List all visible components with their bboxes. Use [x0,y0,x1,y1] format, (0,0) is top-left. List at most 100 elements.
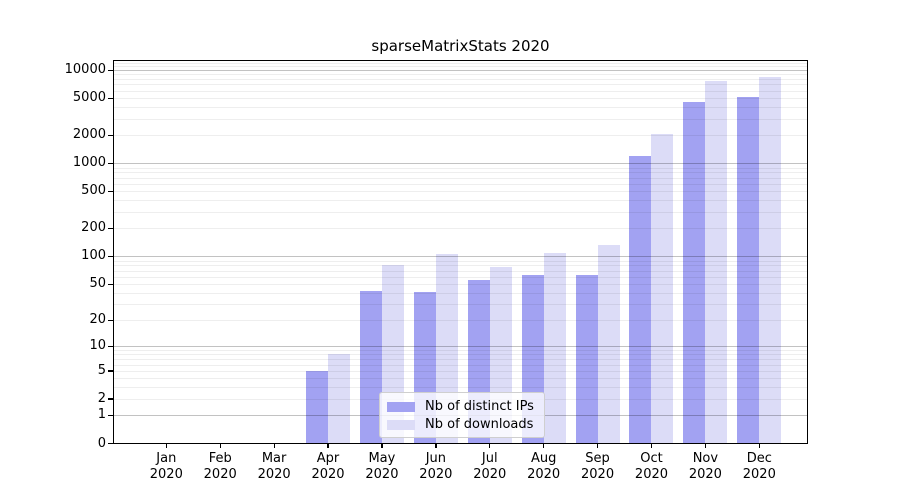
x-tick-label-apr: Apr 2020 [311,450,345,483]
bar-dec-ips [737,97,760,444]
x-tick-label-jun: Jun 2020 [419,450,453,483]
x-tick-mark [543,443,545,448]
gridline-minor [113,228,808,230]
gridline-minor [113,292,808,294]
x-tick-label-mar: Mar 2020 [257,450,291,483]
legend-label-downloads: Nb of downloads [425,417,534,432]
x-tick-mark [758,443,760,448]
x-tick-mark [596,443,599,448]
bar-aug-downloads [543,252,566,444]
gridline-minor [113,320,808,322]
bar-apr-ips [306,370,329,444]
y-tick-label: 100 [81,248,106,264]
y-tick-label: 0 [97,435,106,451]
x-tick-label-jul: Jul 2020 [473,450,507,483]
bar-may-ips [359,290,382,444]
gridline-minor [113,200,808,202]
gridline-major [113,256,808,258]
x-tick-mark [650,443,653,448]
gridline-minor [113,172,808,174]
x-tick-label-may: May 2020 [365,450,399,483]
gridline-minor [113,364,808,366]
x-tick-mark [327,443,329,448]
gridline-minor [113,370,808,372]
gridline-minor [113,359,808,361]
gridline-minor [113,66,808,68]
bar-nov-downloads [705,81,728,444]
legend-swatch-distinct-ips [387,401,415,412]
y-tick-label: 1000 [72,155,106,171]
gridline-minor [113,118,808,120]
gridline-minor [113,284,808,286]
y-tick-mark [108,227,113,230]
x-tick-mark [435,443,437,448]
gridline-minor [113,62,808,64]
legend-label-distinct-ips: Nb of distinct IPs [425,399,534,414]
legend-item-downloads: Nb of downloads [387,416,537,433]
x-tick-label-jan: Jan 2020 [149,450,183,483]
y-tick-mark [108,345,113,348]
x-tick-label-nov: Nov 2020 [688,450,722,483]
y-tick-label: 10000 [64,62,106,77]
y-tick-mark [108,134,113,137]
gridline-minor [113,354,808,356]
gridline-minor [113,378,808,380]
x-tick-mark [165,443,167,448]
x-tick-label-oct: Oct 2020 [634,450,669,483]
y-tick-label: 5 [97,362,106,378]
y-tick-mark [108,69,113,71]
gridline-major [113,346,808,348]
y-tick-mark [108,190,113,193]
x-tick-label-dec: Dec 2020 [742,450,776,483]
bar-oct-ips [629,155,652,444]
gridline-minor [113,90,808,92]
legend: Nb of distinct IPs Nb of downloads [379,392,545,438]
x-tick-mark [219,443,221,448]
gridline-minor [113,184,808,186]
x-tick-mark [704,443,707,448]
y-tick-label: 5000 [72,90,106,106]
gridline-minor [113,350,808,352]
gridline-minor [113,107,808,109]
gridline-minor [113,212,808,214]
gridline-major [113,70,808,71]
bar-oct-downloads [651,134,674,444]
legend-item-distinct-ips: Nb of distinct IPs [387,398,537,415]
y-tick-label: 2 [97,390,106,406]
y-tick-mark [108,162,113,165]
x-tick-mark [273,443,275,448]
gridline-minor [113,265,808,267]
gridline-minor [113,74,808,76]
x-tick-label-sep: Sep 2020 [581,450,615,483]
legend-swatch-downloads [387,419,415,430]
gridline-minor [113,84,808,86]
y-tick-mark [108,319,113,321]
gridline-minor [113,304,808,306]
gridline-minor [113,276,808,278]
bar-dec-downloads [759,77,782,444]
y-tick-label: 20 [89,312,106,328]
x-tick-mark [489,443,491,448]
x-tick-mark [381,443,383,448]
gridline-minor [113,191,808,193]
gridline-major [113,163,808,165]
y-tick-label: 1 [97,407,106,423]
bar-sep-ips [575,275,598,444]
y-tick-label: 2000 [72,127,106,143]
y-tick-label: 500 [81,183,106,199]
gridline-minor [113,177,808,179]
gridline-minor [113,98,808,100]
y-tick-mark [108,283,113,285]
y-tick-label: 10 [89,338,106,354]
bar-nov-ips [683,101,706,444]
bar-apr-downloads [328,354,351,444]
gridline-minor [113,79,808,81]
gridline-minor [113,270,808,272]
bar-sep-downloads [597,245,620,444]
y-tick-mark [108,370,113,372]
y-tick-mark [108,97,113,99]
y-tick-mark [108,443,113,445]
gridline-minor [113,135,808,137]
chart-title: sparseMatrixStats 2020 [371,37,550,55]
